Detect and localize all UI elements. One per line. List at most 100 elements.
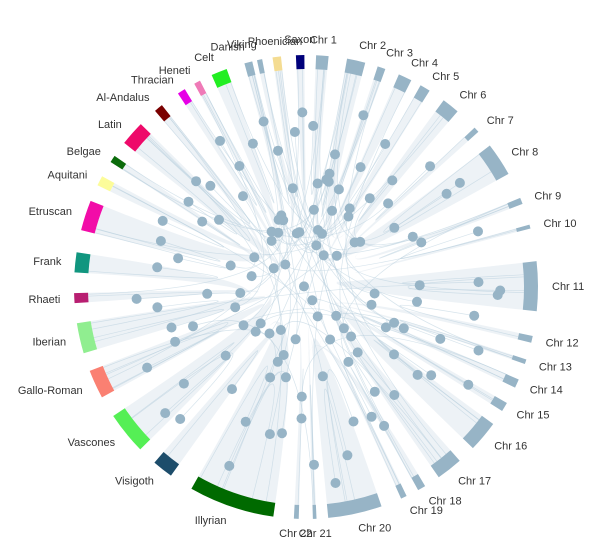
node-latin[interactable]	[273, 214, 284, 225]
arc-chr-7[interactable]	[464, 127, 479, 142]
node-al-andalus[interactable]	[268, 263, 279, 274]
node-chr-17[interactable]	[287, 183, 298, 194]
arc-chr-14[interactable]	[502, 373, 519, 388]
arc-aquitani[interactable]	[97, 176, 115, 192]
node-gallo-roman[interactable]	[170, 336, 181, 347]
arc-visigoth[interactable]	[154, 452, 180, 476]
node-chr-11[interactable]	[495, 285, 506, 296]
node-chr-14[interactable]	[296, 391, 307, 402]
node-chr-6[interactable]	[387, 175, 398, 186]
arc-chr-21[interactable]	[312, 504, 317, 519]
arc-chr-3[interactable]	[373, 66, 386, 83]
arc-chr-20[interactable]	[326, 493, 382, 518]
node-chr-2[interactable]	[246, 271, 257, 282]
node-chr-3[interactable]	[220, 350, 231, 361]
arc-chr-13[interactable]	[511, 355, 527, 365]
node-chr-1[interactable]	[346, 331, 357, 342]
node-iberian[interactable]	[152, 302, 163, 313]
node-chr-18[interactable]	[308, 204, 319, 215]
node-belgae[interactable]	[197, 216, 208, 227]
arc-illyrian[interactable]	[191, 476, 276, 517]
node-chr-3[interactable]	[389, 349, 399, 360]
node-celt[interactable]	[344, 203, 355, 214]
node-chr-17[interactable]	[369, 386, 380, 397]
node-chr-2[interactable]	[264, 328, 275, 339]
node-chr-14[interactable]	[307, 295, 318, 306]
node-chr-20[interactable]	[330, 478, 341, 488]
node-danish[interactable]	[389, 317, 400, 328]
arc-chr-15[interactable]	[490, 396, 507, 411]
node-etruscan[interactable]	[173, 253, 184, 264]
arc-vascones[interactable]	[113, 408, 151, 450]
node-chr-8[interactable]	[441, 188, 452, 199]
node-latin[interactable]	[191, 176, 202, 187]
arc-chr-8[interactable]	[478, 145, 509, 181]
node-chr-22[interactable]	[296, 413, 307, 424]
node-chr-10[interactable]	[280, 259, 291, 270]
node-chr-15[interactable]	[463, 379, 474, 390]
node-chr-20[interactable]	[348, 416, 359, 427]
arc-chr-10[interactable]	[515, 224, 531, 233]
node-etruscan[interactable]	[155, 236, 166, 246]
node-chr-13[interactable]	[333, 184, 344, 195]
node-latin[interactable]	[214, 214, 224, 225]
node-visigoth[interactable]	[227, 384, 237, 395]
arc-phoenician[interactable]	[272, 56, 283, 72]
node-gallo-roman[interactable]	[312, 178, 323, 189]
node-phoenician[interactable]	[325, 334, 336, 345]
node-chr-9[interactable]	[364, 193, 375, 204]
node-latin[interactable]	[183, 196, 194, 207]
node-chr-4[interactable]	[352, 347, 363, 358]
node-chr-15[interactable]	[380, 322, 391, 333]
arc-chr-18[interactable]	[411, 474, 426, 491]
node-chr-13[interactable]	[473, 345, 484, 356]
node-chr-1[interactable]	[308, 120, 319, 131]
arc-chr-1[interactable]	[315, 55, 329, 71]
arc-celt[interactable]	[211, 68, 232, 88]
arc-chr-2[interactable]	[344, 58, 366, 77]
node-chr-2[interactable]	[330, 149, 340, 160]
node-chr-14[interactable]	[255, 318, 266, 329]
node-illyrian[interactable]	[238, 191, 248, 202]
arc-chr-5[interactable]	[413, 85, 430, 103]
node-gallo-roman[interactable]	[265, 372, 276, 383]
node-heneti[interactable]	[317, 371, 328, 382]
node-rhaeti[interactable]	[131, 293, 142, 304]
node-danish[interactable]	[290, 334, 301, 345]
arc-chr-11[interactable]	[522, 261, 538, 312]
arc-chr-19[interactable]	[395, 483, 407, 499]
arc-latin[interactable]	[124, 124, 151, 152]
node-heneti[interactable]	[234, 161, 245, 171]
node-chr-5[interactable]	[294, 227, 305, 238]
node-iberian[interactable]	[414, 280, 425, 291]
arc-danish[interactable]	[244, 61, 256, 77]
node-chr-3[interactable]	[280, 372, 291, 383]
arc-rhaeti[interactable]	[74, 292, 89, 304]
node-chr-5[interactable]	[380, 139, 391, 149]
node-chr-2[interactable]	[389, 222, 400, 233]
node-viking[interactable]	[273, 145, 283, 156]
node-gallo-roman[interactable]	[142, 362, 153, 373]
arc-al-andalus[interactable]	[155, 105, 171, 122]
node-chr-19[interactable]	[249, 252, 260, 263]
node-danish[interactable]	[355, 236, 366, 247]
node-danish[interactable]	[278, 350, 289, 360]
node-al-andalus[interactable]	[266, 235, 277, 246]
node-etruscan[interactable]	[343, 211, 354, 222]
arc-belgae[interactable]	[110, 155, 127, 170]
node-phoenician[interactable]	[327, 205, 337, 216]
arc-chr-6[interactable]	[435, 100, 458, 122]
node-chr-17[interactable]	[275, 325, 286, 335]
node-chr-16[interactable]	[412, 369, 423, 380]
node-vascones[interactable]	[178, 378, 189, 389]
node-chr-18[interactable]	[379, 420, 390, 431]
node-saxon[interactable]	[297, 107, 308, 118]
node-chr-13[interactable]	[338, 323, 349, 334]
node-chr-12[interactable]	[469, 310, 480, 321]
node-chr-9[interactable]	[416, 237, 427, 248]
arc-chr-9[interactable]	[507, 197, 523, 209]
node-al-andalus[interactable]	[205, 180, 216, 191]
node-chr-16[interactable]	[426, 370, 437, 381]
node-danish[interactable]	[258, 116, 269, 127]
node-aquitani[interactable]	[312, 311, 323, 322]
